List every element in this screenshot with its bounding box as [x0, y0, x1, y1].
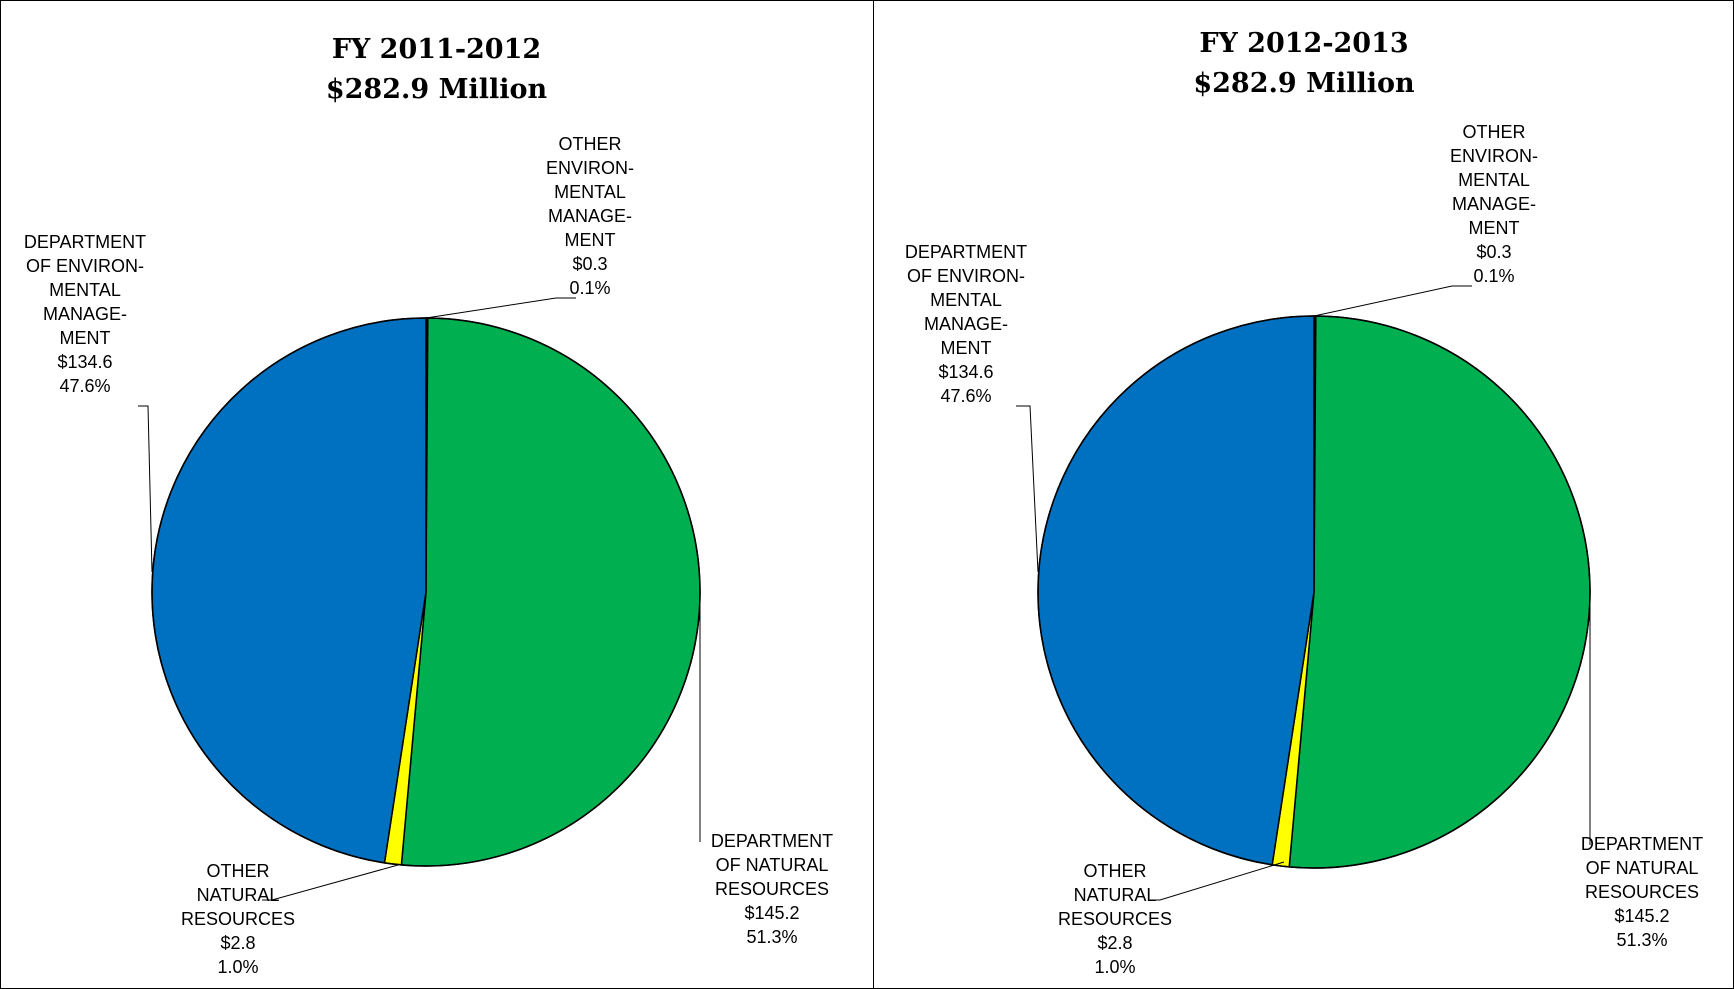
slice-name-label: MENTAL [1458, 170, 1530, 190]
slice-percent-label: 1.0% [217, 957, 258, 977]
slice-name-label: DEPARTMENT [711, 831, 833, 851]
slice-name-label: MANAGE- [924, 314, 1008, 334]
slice-name-label: ENVIRON- [546, 158, 634, 178]
slice-percent-label: 0.1% [569, 278, 610, 298]
slice-name-label: DEPARTMENT [905, 242, 1027, 262]
pie-chart-fy2012: OTHER ENVIRON- MENTAL MANAGE- MENT $0.3 0.1% DE… [905, 122, 1703, 977]
slice-name-label: RESOURCES [1585, 882, 1699, 902]
slice-name-label: MENTAL [49, 280, 121, 300]
slice-label: DEPARTMENT OF ENVIRON- MENTAL MANAGE- MENT $1… [905, 242, 1027, 406]
slice-percent-label: 0.1% [1473, 266, 1514, 286]
slice-name-label: RESOURCES [715, 879, 829, 899]
slice-label: DEPARTMENT OF ENVIRON- MENTAL MANAGE- MENT $1… [24, 232, 146, 396]
slice-value-label: $0.3 [572, 254, 607, 274]
slice-value-label: $134.6 [938, 362, 993, 382]
slice-name-label: OF NATURAL [716, 855, 829, 875]
leader-line [138, 405, 153, 573]
slice-name-label: MENTAL [554, 182, 626, 202]
pie-chart-fy2011: OTHER ENVIRON- MENTAL MANAGE- MENT $0.3 0.1% DE… [24, 134, 833, 977]
leader-line [425, 297, 576, 319]
pie-slice [1037, 315, 1315, 866]
slice-label: OTHER NATURAL RESOURCES $2.8 1.0% [1058, 861, 1172, 977]
slice-name-label: MANAGE- [548, 206, 632, 226]
leader-line [1016, 405, 1039, 573]
slice-name-label: MENTAL [930, 290, 1002, 310]
pie-slice [151, 317, 427, 864]
slice-value-label: $0.3 [1476, 242, 1511, 262]
slice-name-label: ENVIRON- [1450, 146, 1538, 166]
leader-line [1150, 861, 1285, 901]
slice-value-label: $134.6 [57, 352, 112, 372]
slice-name-label: MENT [565, 230, 616, 250]
slice-label: OTHER ENVIRON- MENTAL MANAGE- MENT $0.3 0.1% [1450, 122, 1538, 286]
slice-name-label: DEPARTMENT [1581, 834, 1703, 854]
slice-name-label: RESOURCES [181, 909, 295, 929]
slice-value-label: $145.2 [1614, 906, 1669, 926]
slice-percent-label: 47.6% [59, 376, 110, 396]
slice-name-label: RESOURCES [1058, 909, 1172, 929]
slice-name-label: OF NATURAL [1586, 858, 1699, 878]
slice-percent-label: 51.3% [1616, 930, 1667, 950]
pie-slice [400, 317, 701, 867]
slice-name-label: OTHER [207, 861, 270, 881]
chart-subtitle: $282.9 Million [325, 74, 548, 105]
slice-name-label: NATURAL [197, 885, 280, 905]
slice-value-label: $2.8 [1097, 933, 1132, 953]
slice-name-label: MENT [60, 328, 111, 348]
slice-name-label: OTHER [1084, 861, 1147, 881]
slice-percent-label: 47.6% [940, 386, 991, 406]
chart-title: FY 2011-2012 [331, 34, 542, 65]
slice-value-label: $2.8 [220, 933, 255, 953]
slice-name-label: MENT [941, 338, 992, 358]
slice-percent-label: 1.0% [1094, 957, 1135, 977]
slice-name-label: MANAGE- [43, 304, 127, 324]
slice-label: DEPARTMENT OF NATURAL RESOURCES $145.2 51.3% [1581, 834, 1703, 950]
slice-name-label: MANAGE- [1452, 194, 1536, 214]
leader-line [1313, 285, 1472, 317]
chart-title-block: FY 2011-2012 $282.9 Million [0, 30, 873, 110]
slice-name-label: DEPARTMENT [24, 232, 146, 252]
pie-slice [1288, 315, 1591, 869]
chart-title: FY 2012-2013 [1199, 28, 1409, 59]
pie-panel-fy2011: FY 2011-2012 $282.9 Million OTHER ENVIRON… [0, 0, 874, 989]
slice-name-label: NATURAL [1074, 885, 1157, 905]
slice-name-label: OTHER [559, 134, 622, 154]
chart-subtitle: $282.9 Million [1193, 68, 1415, 99]
slice-name-label: OF ENVIRON- [26, 256, 144, 276]
leader-line [262, 864, 399, 901]
slice-label: OTHER ENVIRON- MENTAL MANAGE- MENT $0.3 0.1% [546, 134, 634, 298]
slice-name-label: MENT [1469, 218, 1520, 238]
slice-label: OTHER NATURAL RESOURCES $2.8 1.0% [181, 861, 295, 977]
slice-value-label: $145.2 [744, 903, 799, 923]
pie-panel-fy2012: FY 2012-2013 $282.9 Million OTHER ENVIRON… [874, 0, 1734, 989]
slice-name-label: OTHER [1463, 122, 1526, 142]
slice-percent-label: 51.3% [746, 927, 797, 947]
chart-title-block: FY 2012-2013 $282.9 Million [874, 24, 1734, 104]
slice-name-label: OF ENVIRON- [907, 266, 1025, 286]
slice-label: DEPARTMENT OF NATURAL RESOURCES $145.2 51.3% [711, 831, 833, 947]
